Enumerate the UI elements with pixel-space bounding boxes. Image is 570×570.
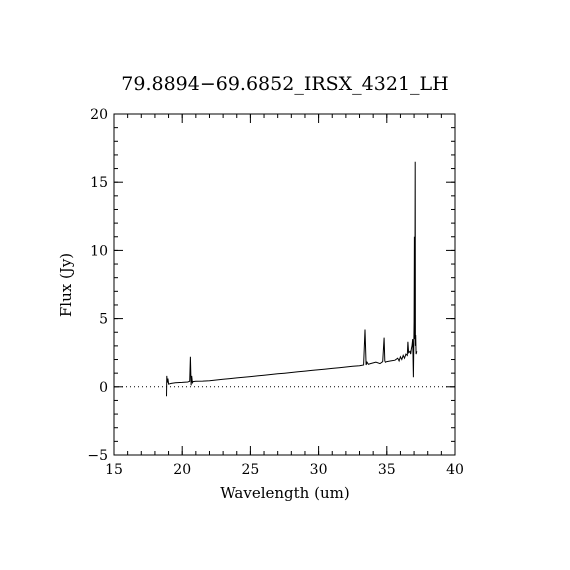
x-tick-label: 30 [310, 462, 328, 478]
tick-marks [113, 113, 456, 456]
chart-title: 79.8894−69.6852_IRSX_4321_LH [121, 73, 448, 95]
y-tick-label: 5 [99, 312, 108, 328]
spectrum-series-line [166, 161, 418, 397]
x-tick-label: 35 [378, 462, 396, 478]
plot-frame [113, 113, 456, 456]
tick-labels: 15 20 25 30 35 40 −5 0 5 10 15 20 [87, 107, 464, 478]
y-tick-label: 20 [90, 107, 108, 123]
y-tick-label: 15 [90, 175, 108, 191]
y-tick-label: 0 [99, 380, 108, 396]
y-tick-label: −5 [87, 448, 108, 464]
x-tick-label: 20 [173, 462, 191, 478]
x-tick-label: 25 [241, 462, 259, 478]
y-axis-label: Flux (Jy) [57, 253, 75, 317]
x-axis-label: Wavelength (um) [220, 484, 349, 502]
x-tick-label: 40 [446, 462, 464, 478]
x-tick-label: 15 [105, 462, 123, 478]
y-tick-label: 10 [90, 243, 108, 259]
